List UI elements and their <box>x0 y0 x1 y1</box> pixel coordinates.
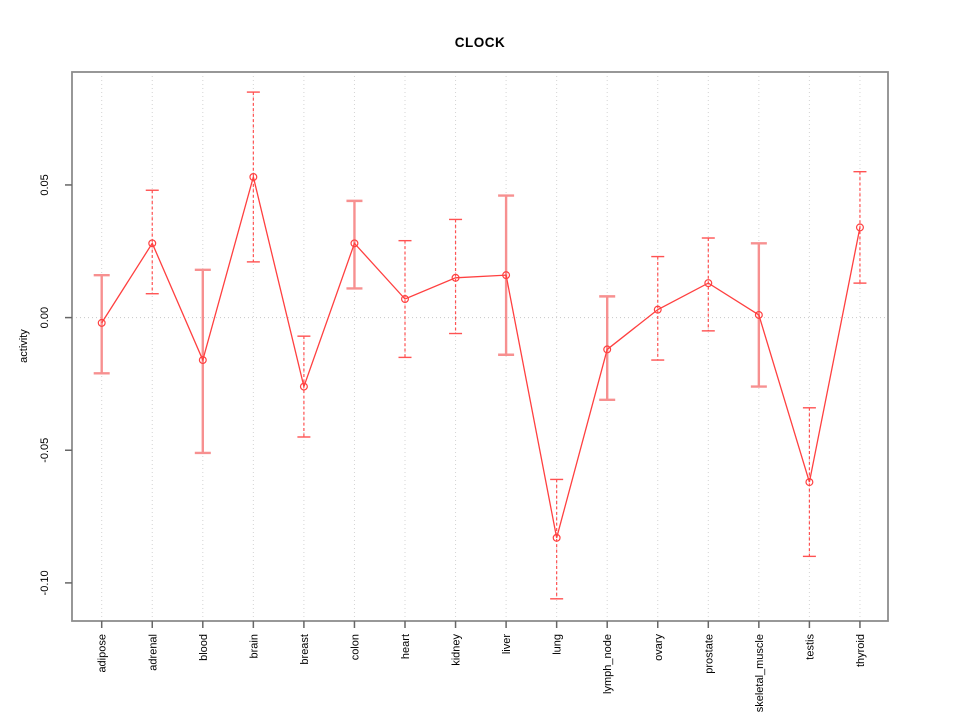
x-tick-label: brain <box>248 634 260 658</box>
data-point-marker <box>97 318 106 327</box>
data-point-marker <box>299 382 308 391</box>
x-tick-label: heart <box>400 634 412 659</box>
data-point-marker <box>451 273 460 282</box>
y-tick-label: -0.05 <box>39 438 51 463</box>
data-point-marker <box>249 172 258 181</box>
data-point-marker <box>805 478 814 487</box>
data-point-marker <box>603 345 612 354</box>
x-tick-label: colon <box>349 634 361 660</box>
series-line <box>101 174 861 538</box>
data-point-marker <box>401 295 410 304</box>
y-tick-label: -0.10 <box>39 570 51 595</box>
x-tick-label: testis <box>804 634 816 660</box>
plot-frame <box>71 71 889 622</box>
data-point-marker <box>198 356 207 365</box>
x-tick-label: lymph_node <box>602 634 614 694</box>
data-point-marker <box>502 271 511 280</box>
y-tick-label: 0.00 <box>39 307 51 328</box>
chart-title: CLOCK <box>454 35 506 50</box>
x-tick-label: adipose <box>97 634 109 673</box>
x-tick-label: breast <box>299 634 311 665</box>
data-point-marker <box>704 279 713 288</box>
x-tick-label: skeletal_muscle <box>754 634 766 712</box>
data-point-marker <box>552 533 561 542</box>
data-point-marker <box>754 310 763 319</box>
data-point-marker <box>350 239 359 248</box>
x-tick-label: adrenal <box>147 634 159 671</box>
x-tick-label: prostate <box>703 634 715 674</box>
x-tick-label: kidney <box>451 634 463 666</box>
data-point-marker <box>653 305 662 314</box>
data-point-marker <box>855 223 864 232</box>
x-tick-label: thyroid <box>855 634 867 667</box>
x-tick-label: ovary <box>653 634 665 661</box>
data-point-marker <box>148 239 157 248</box>
x-tick-label: liver <box>501 634 513 655</box>
x-tick-label: blood <box>198 634 210 661</box>
y-tick-label: 0.05 <box>39 174 51 195</box>
x-tick-label: lung <box>552 634 564 655</box>
